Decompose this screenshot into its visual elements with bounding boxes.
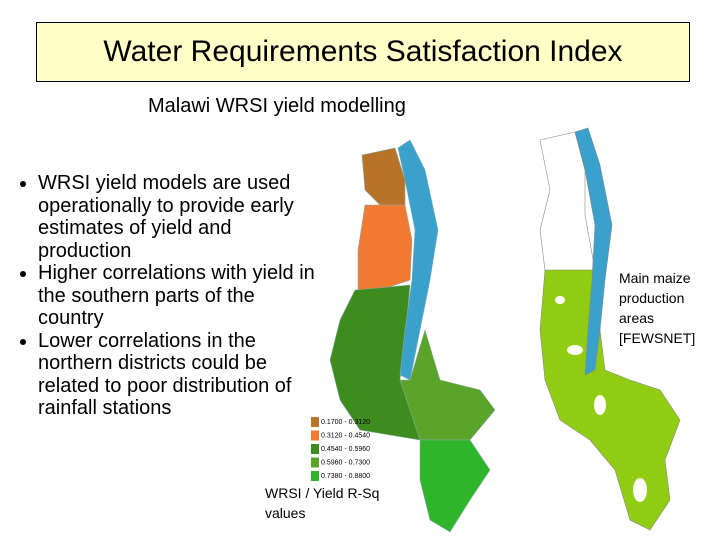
lake — [397, 139, 439, 381]
legend-caption: WRSI / Yield R-Sq values — [265, 485, 380, 521]
slide-title: Water Requirements Satisfaction Index — [36, 22, 690, 82]
legend-swatch — [311, 471, 319, 481]
legend-swatch — [311, 444, 319, 454]
non-maize-patch — [567, 345, 583, 355]
maize-area — [539, 269, 681, 531]
bullet: Higher correlations with yield in the so… — [38, 262, 323, 330]
non-maize-patch — [594, 395, 606, 415]
legend-label: 0.1700 - 0.3120 — [321, 419, 370, 426]
non-maize-patch — [633, 478, 647, 502]
legend-swatch — [311, 457, 319, 468]
region-north — [361, 147, 406, 206]
subtitle: Malawi WRSI yield modelling — [148, 95, 406, 117]
bullet: Lower correlations in the northern distr… — [38, 330, 323, 420]
lake — [574, 127, 613, 376]
region-south — [419, 439, 491, 533]
bullet-list: WRSI yield models are used operationally… — [10, 172, 323, 420]
bullet: WRSI yield models are used operationally… — [38, 172, 323, 262]
legend-label: 0.5960 - 0.7300 — [321, 459, 370, 466]
maize-map — [539, 127, 681, 531]
legend-swatch — [311, 417, 319, 427]
non-maize-patch — [555, 296, 565, 304]
legend-label: 0.3120 - 0.4540 — [321, 432, 370, 439]
map-note: Main maize production areas [FEWSNET] — [619, 270, 696, 346]
legend-label: 0.7380 - 0.8800 — [321, 473, 370, 480]
region-north-central — [357, 204, 413, 291]
legend-label: 0.4540 - 0.5960 — [321, 446, 370, 453]
legend: 0.1700 - 0.3120 0.3120 - 0.4540 0.4540 - 0… — [311, 417, 370, 481]
wrsi-map — [329, 139, 496, 533]
legend-swatch — [311, 430, 319, 441]
